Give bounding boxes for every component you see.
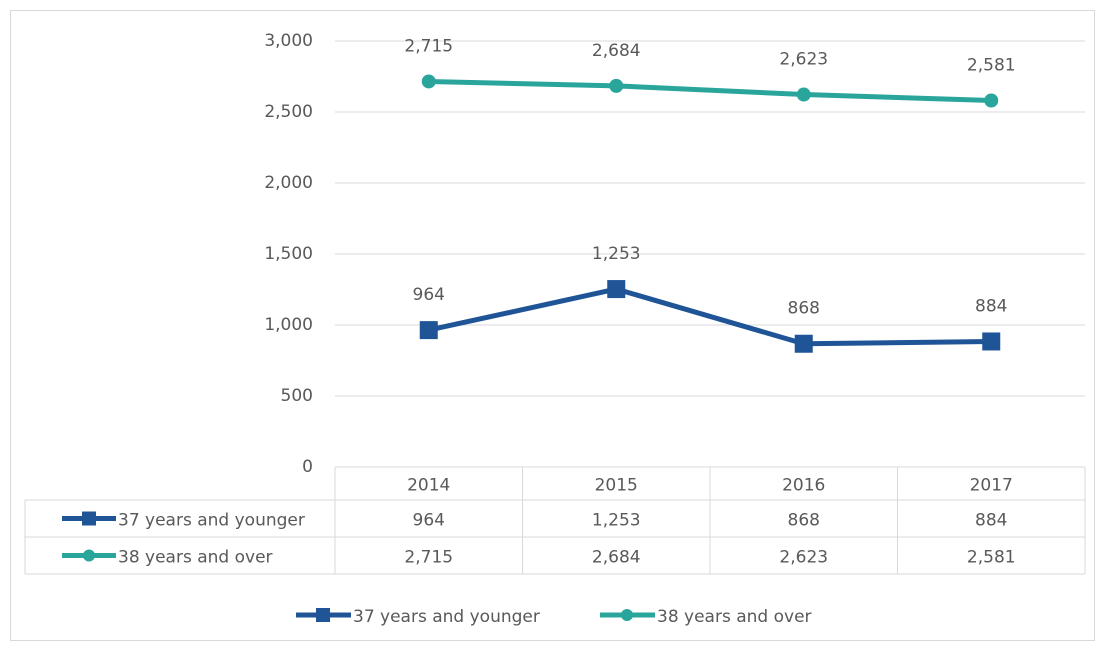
marker bbox=[82, 511, 96, 526]
table-cell: 2,684 bbox=[592, 548, 641, 568]
data-label: 2,715 bbox=[404, 36, 453, 56]
marker bbox=[984, 93, 999, 108]
marker bbox=[982, 332, 1001, 351]
legend-label: 38 years and over bbox=[657, 607, 812, 627]
table-row-label: 38 years and over bbox=[118, 548, 273, 568]
data-label: 868 bbox=[788, 299, 820, 319]
data-label: 2,684 bbox=[592, 41, 641, 61]
table-cell: 964 bbox=[413, 511, 445, 531]
marker bbox=[316, 608, 330, 622]
marker bbox=[796, 87, 811, 102]
marker bbox=[609, 78, 624, 93]
marker bbox=[83, 549, 95, 562]
y-tick-label: 2,000 bbox=[264, 173, 313, 193]
marker bbox=[421, 74, 436, 89]
y-tick-label: 2,500 bbox=[264, 102, 313, 122]
data-label: 2,581 bbox=[967, 55, 1016, 75]
marker bbox=[419, 321, 438, 340]
x-tick-label: 2017 bbox=[970, 476, 1013, 496]
y-tick-label: 3,000 bbox=[264, 31, 313, 51]
data-label: 964 bbox=[413, 285, 445, 305]
series-line bbox=[428, 78, 992, 103]
legend-label: 37 years and younger bbox=[353, 607, 540, 627]
marker bbox=[794, 334, 813, 353]
table-cell: 884 bbox=[975, 511, 1007, 531]
table-cell: 1,253 bbox=[592, 511, 641, 531]
x-tick-label: 2016 bbox=[782, 476, 825, 496]
table-row-label: 37 years and younger bbox=[118, 511, 305, 531]
table-cell: 2,623 bbox=[779, 548, 828, 568]
data-label: 1,253 bbox=[592, 244, 641, 264]
series-line bbox=[428, 286, 992, 347]
y-tick-label: 1,500 bbox=[264, 244, 313, 264]
data-label: 884 bbox=[975, 296, 1007, 316]
y-tick-label: 500 bbox=[281, 386, 313, 406]
marker bbox=[607, 280, 626, 299]
data-label: 2,623 bbox=[779, 50, 828, 70]
y-tick-label: 1,000 bbox=[264, 315, 313, 335]
table-cell: 2,581 bbox=[967, 548, 1016, 568]
table-cell: 2,715 bbox=[404, 548, 453, 568]
x-tick-label: 2015 bbox=[595, 476, 638, 496]
y-tick-label: 0 bbox=[302, 457, 313, 477]
x-tick-label: 2014 bbox=[407, 476, 450, 496]
table-cell: 868 bbox=[788, 511, 820, 531]
marker bbox=[621, 609, 633, 621]
